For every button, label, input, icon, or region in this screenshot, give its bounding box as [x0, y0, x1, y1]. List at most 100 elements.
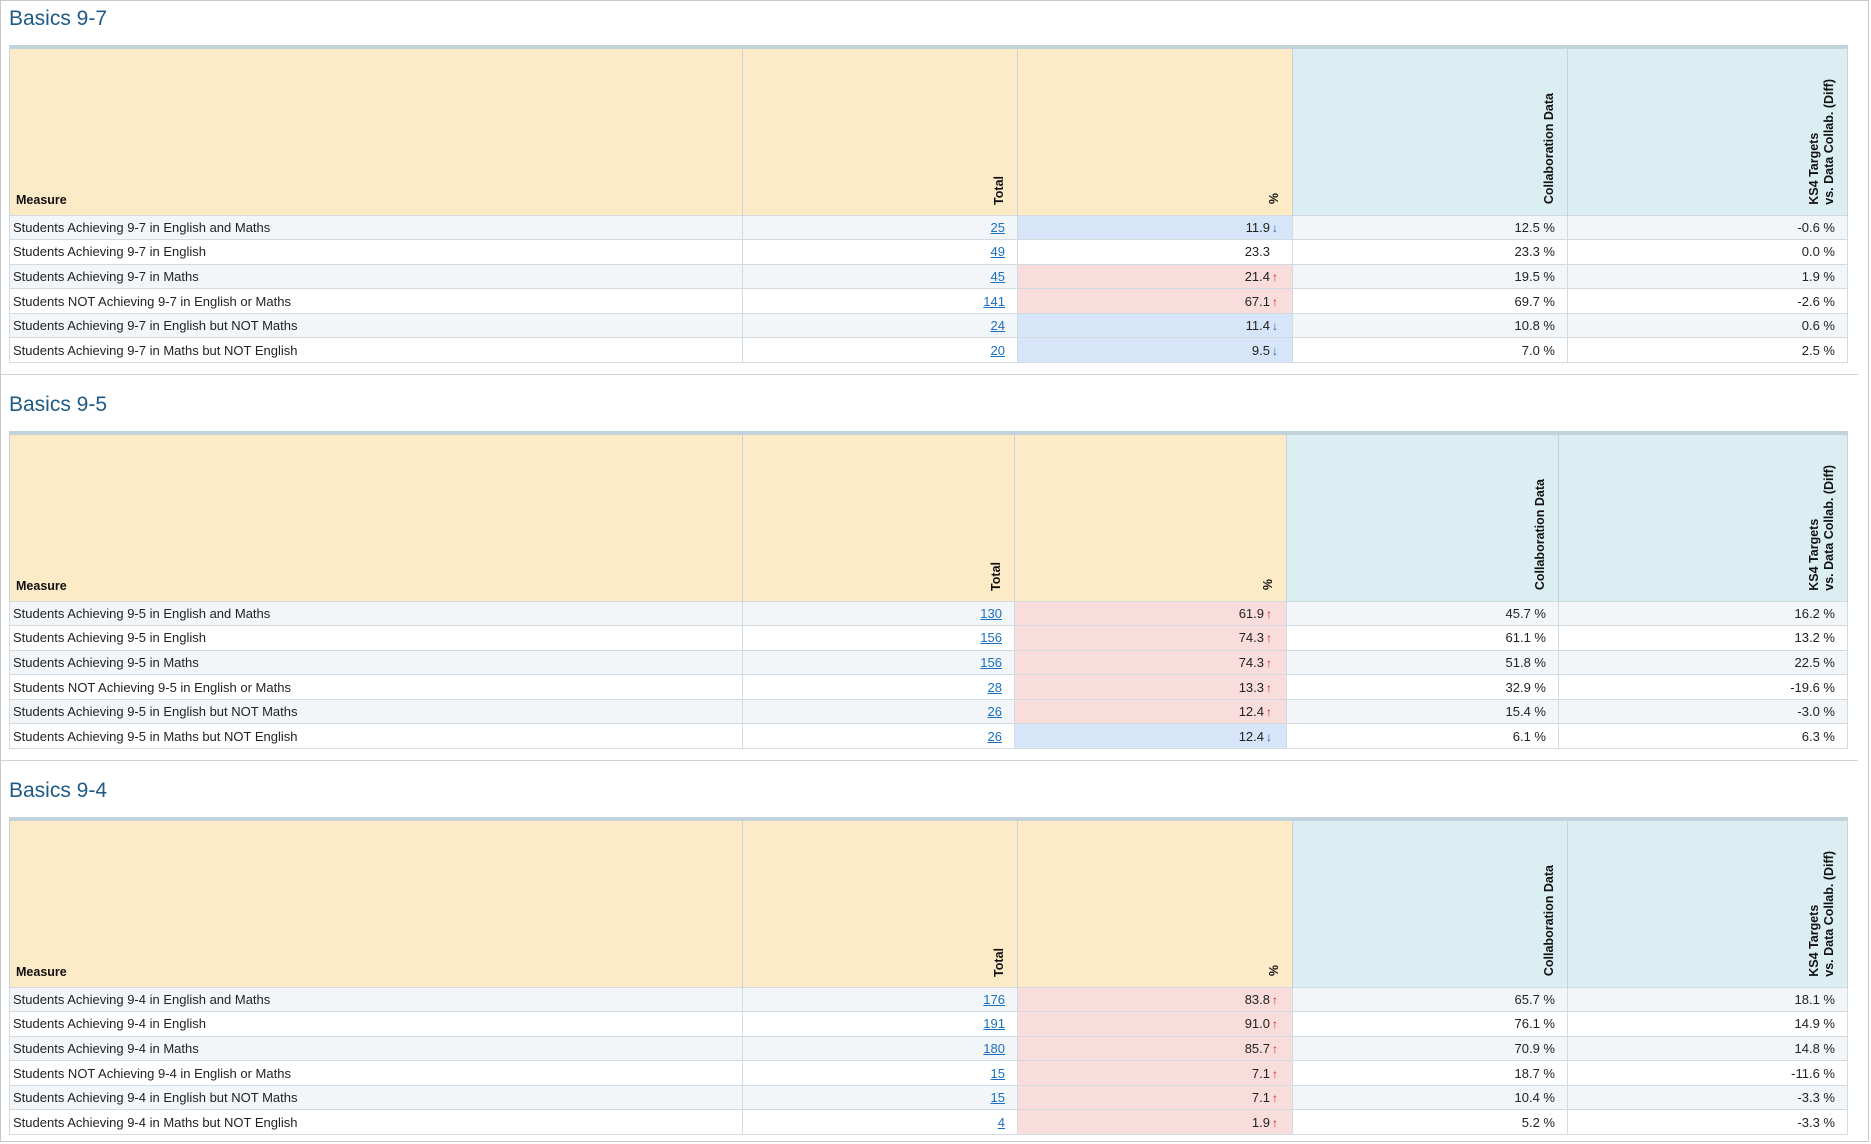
header-total[interactable]: Total: [742, 817, 1018, 987]
collaboration-cell: 5.2 %: [1292, 1109, 1568, 1136]
percent-cell: 21.4 ↑: [1017, 263, 1293, 290]
header-diff-line2: vs. Data Collab. (Diff): [1822, 464, 1836, 591]
diff-cell: 14.8 %: [1567, 1035, 1848, 1062]
header-collaboration-data[interactable]: Collaboration Data: [1292, 817, 1568, 987]
table-row: Students Achieving 9-5 in English and Ma…: [9, 600, 1848, 627]
measure-cell: Students Achieving 9-5 in English but NO…: [9, 698, 743, 725]
measure-cell: Students Achieving 9-7 in English and Ma…: [9, 214, 743, 241]
diff-cell: 16.2 %: [1558, 600, 1848, 627]
total-cell: 20: [742, 337, 1018, 364]
table-row: Students NOT Achieving 9-7 in English or…: [9, 288, 1848, 314]
total-link[interactable]: 180: [983, 1040, 1005, 1056]
diff-cell: 1.9 %: [1567, 263, 1848, 290]
total-link[interactable]: 26: [987, 704, 1002, 720]
percent-value: 83.8: [1244, 991, 1270, 1007]
table-row: Students Achieving 9-5 in English 156 74.3…: [9, 625, 1848, 651]
arrow-up-icon: ↑: [1266, 655, 1272, 670]
section-title: Basics 9-5: [9, 393, 108, 416]
table-row: Students NOT Achieving 9-4 in English or…: [9, 1060, 1848, 1086]
header-percent[interactable]: %: [1017, 45, 1293, 215]
total-link[interactable]: 141: [983, 293, 1005, 309]
header-measure[interactable]: Measure: [9, 45, 743, 215]
percent-value: 11.4: [1245, 318, 1270, 334]
total-link[interactable]: 191: [983, 1016, 1005, 1032]
header-percent[interactable]: %: [1014, 431, 1287, 601]
total-link[interactable]: 25: [990, 219, 1005, 235]
header-ks4-diff[interactable]: KS4 Targets vs. Data Collab. (Diff): [1567, 45, 1848, 215]
header-total-label: Total: [992, 947, 1006, 977]
table-body: Students Achieving 9-7 in English and Ma…: [9, 214, 1848, 364]
total-cell: 25: [742, 214, 1018, 241]
diff-cell: 0.6 %: [1567, 312, 1848, 339]
section-divider: [1, 374, 1858, 375]
total-link[interactable]: 156: [980, 630, 1002, 646]
percent-cell: 11.9 ↓: [1017, 214, 1293, 241]
collaboration-cell: 10.4 %: [1292, 1084, 1568, 1111]
percent-cell: 12.4 ↓: [1014, 723, 1287, 750]
percent-value: 67.1: [1244, 293, 1270, 309]
measure-cell: Students Achieving 9-4 in Maths: [9, 1035, 743, 1062]
arrow-up-icon: ↑: [1266, 680, 1272, 695]
percent-value: 13.3: [1238, 679, 1264, 695]
percent-cell: 11.4 ↓: [1017, 312, 1293, 339]
total-link[interactable]: 24: [990, 318, 1005, 334]
header-collaboration-data[interactable]: Collaboration Data: [1286, 431, 1559, 601]
diff-cell: 14.9 %: [1567, 1011, 1848, 1037]
arrow-up-icon: ↑: [1266, 705, 1272, 720]
total-link[interactable]: 20: [990, 342, 1005, 358]
table-row: Students Achieving 9-5 in Maths 156 74.3 ↑ 5…: [9, 649, 1848, 676]
collaboration-cell: 10.8 %: [1292, 312, 1568, 339]
percent-value: 9.5: [1251, 342, 1270, 358]
measure-cell: Students Achieving 9-4 in English but NO…: [9, 1084, 743, 1111]
total-cell: 15: [742, 1084, 1018, 1111]
total-link[interactable]: 15: [990, 1065, 1005, 1081]
table-body: Students Achieving 9-5 in English and Ma…: [9, 600, 1848, 750]
header-percent[interactable]: %: [1017, 817, 1293, 987]
header-measure[interactable]: Measure: [9, 431, 743, 601]
arrow-down-icon: ↓: [1266, 729, 1272, 744]
header-ks4-diff[interactable]: KS4 Targets vs. Data Collab. (Diff): [1567, 817, 1848, 987]
header-row: Measure Total % Collaboration Data KS4 T…: [9, 431, 1848, 601]
percent-value: 74.3: [1238, 630, 1264, 646]
header-measure[interactable]: Measure: [9, 817, 743, 987]
percent-cell: 74.3 ↑: [1014, 649, 1287, 676]
arrow-down-icon: ↓: [1272, 319, 1278, 334]
collaboration-cell: 23.3 %: [1292, 239, 1568, 265]
measure-cell: Students NOT Achieving 9-4 in English or…: [9, 1060, 743, 1086]
total-link[interactable]: 4: [997, 1114, 1005, 1130]
header-percent-label: %: [1267, 965, 1281, 977]
table-row: Students Achieving 9-5 in English but NO…: [9, 698, 1848, 725]
diff-cell: -0.6 %: [1567, 214, 1848, 241]
header-ks4-diff[interactable]: KS4 Targets vs. Data Collab. (Diff): [1558, 431, 1848, 601]
total-link[interactable]: 26: [987, 728, 1002, 744]
total-link[interactable]: 156: [980, 654, 1002, 670]
arrow-up-icon: ↑: [1272, 1091, 1278, 1106]
measure-cell: Students Achieving 9-5 in Maths: [9, 649, 743, 676]
header-diff-label: KS4 Targets vs. Data Collab. (Diff): [1807, 851, 1837, 977]
measure-cell: Students Achieving 9-4 in English: [9, 1011, 743, 1037]
measures-table: Measure Total % Collaboration Data KS4 T…: [9, 817, 1848, 1136]
percent-value: 23.3: [1244, 244, 1270, 260]
section-divider: [1, 760, 1858, 761]
header-total[interactable]: Total: [742, 45, 1018, 215]
measure-cell: Students Achieving 9-5 in Maths but NOT …: [9, 723, 743, 750]
collaboration-cell: 70.9 %: [1292, 1035, 1568, 1062]
header-total[interactable]: Total: [742, 431, 1015, 601]
collaboration-cell: 6.1 %: [1286, 723, 1559, 750]
percent-cell: 67.1 ↑: [1017, 288, 1293, 314]
total-link[interactable]: 28: [987, 679, 1002, 695]
measure-cell: Students Achieving 9-5 in English: [9, 625, 743, 651]
header-measure-label: Measure: [16, 964, 67, 979]
header-collaboration-data[interactable]: Collaboration Data: [1292, 45, 1568, 215]
total-link[interactable]: 49: [990, 244, 1005, 260]
total-link[interactable]: 176: [983, 991, 1005, 1007]
collaboration-cell: 65.7 %: [1292, 986, 1568, 1013]
measure-cell: Students Achieving 9-4 in Maths but NOT …: [9, 1109, 743, 1136]
total-link[interactable]: 130: [980, 605, 1002, 621]
arrow-up-icon: ↑: [1272, 992, 1278, 1007]
percent-value: 21.4: [1244, 268, 1270, 284]
total-cell: 141: [742, 288, 1018, 314]
total-link[interactable]: 15: [990, 1090, 1005, 1106]
total-link[interactable]: 45: [990, 268, 1005, 284]
collaboration-cell: 32.9 %: [1286, 674, 1559, 700]
